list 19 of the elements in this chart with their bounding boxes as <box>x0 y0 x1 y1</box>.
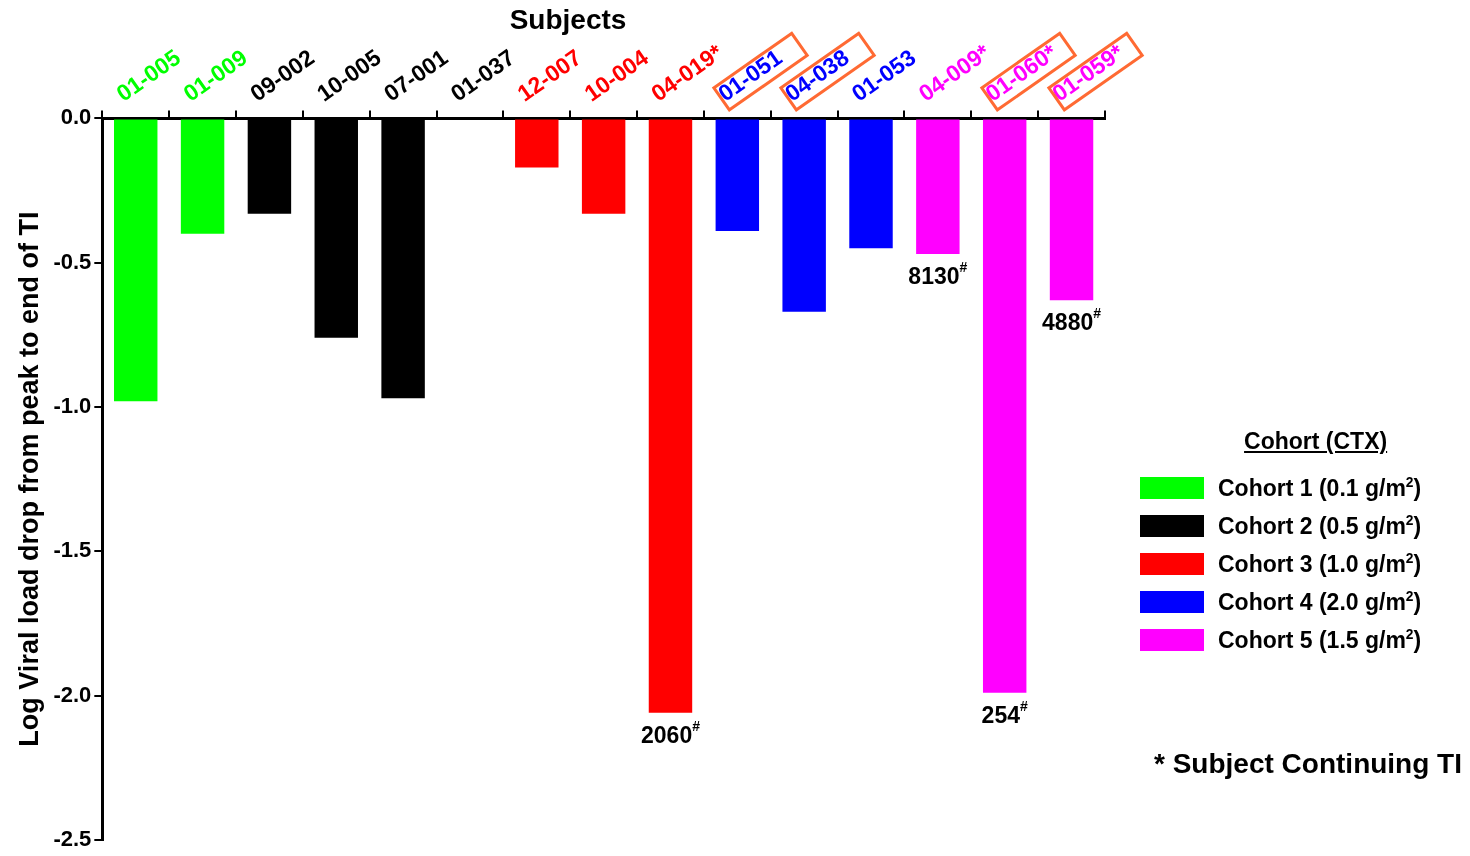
annotation: 4880# <box>1042 305 1102 336</box>
legend-label: Cohort 4 (2.0 g/m$^{2}$) <box>1218 588 1422 616</box>
legend-label: Cohort 5 (1.5 g/m$^{2}$) <box>1218 626 1422 654</box>
annotation: 2060# <box>641 717 701 748</box>
legend-label: Cohort 1 (0.1 g/m$^{2}$) <box>1218 474 1422 502</box>
annotation: 254# <box>981 697 1028 728</box>
legend-title: Cohort (CTX) <box>1243 428 1389 455</box>
text: * Subject Continuing TI <box>1154 748 1462 780</box>
annotation: 8130# <box>908 259 968 290</box>
y-axis-title: Log Viral load drop from peak to end of TI <box>13 211 44 747</box>
y-tick-label: -2.0 <box>53 681 92 707</box>
legend-label: Cohort 3 (1.0 g/m$^{2}$) <box>1218 550 1422 578</box>
y-tick-label: -2.5 <box>53 825 92 851</box>
y-tick-label: -1.0 <box>53 393 92 419</box>
y-tick-label: 0.0 <box>60 104 92 130</box>
y-tick-label: -0.5 <box>53 248 92 274</box>
chart-title: Subjects <box>509 3 627 35</box>
legend-label: Cohort 2 (0.5 g/m$^{2}$) <box>1218 512 1422 540</box>
y-tick-label: -1.5 <box>53 537 92 563</box>
